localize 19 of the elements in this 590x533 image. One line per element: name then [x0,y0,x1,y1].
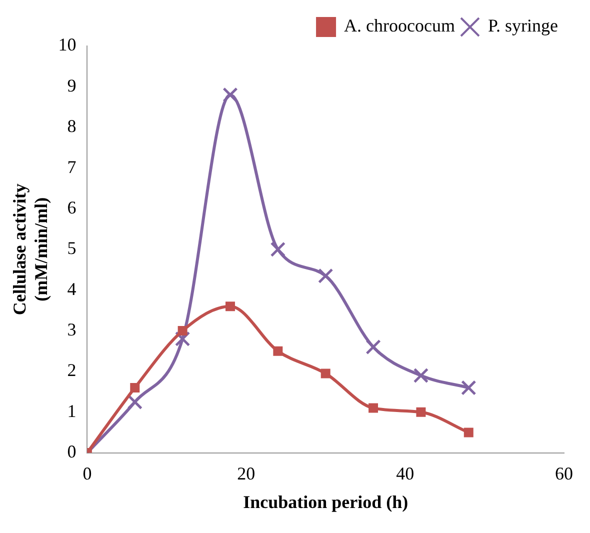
y-tick-label: 2 [67,360,76,380]
x-tick-label: 20 [237,463,256,484]
y-tick-label: 10 [58,34,76,55]
x-tick-label: 0 [82,463,92,484]
y-tick-label: 9 [67,75,76,96]
y-tick-label: 0 [67,442,76,462]
legend-label: A. chroococum [344,16,455,36]
y-tick-label: 4 [67,278,76,299]
y-tick-label: 1 [67,400,76,421]
x-axis-title: Incubation period (h) [243,492,408,512]
y-tick-label: 6 [67,197,76,218]
y-tick-label: 5 [67,238,76,258]
y-tick-label: 7 [67,156,76,177]
x-tick-label: 40 [396,463,414,484]
y-axis-title: Cellulase activity (mM/min/ml) [9,184,52,316]
y-tick-label: 8 [67,116,76,136]
legend-label: P. syringe [488,16,558,36]
y-tick-label: 3 [67,319,76,340]
x-tick-label: 60 [555,463,573,484]
